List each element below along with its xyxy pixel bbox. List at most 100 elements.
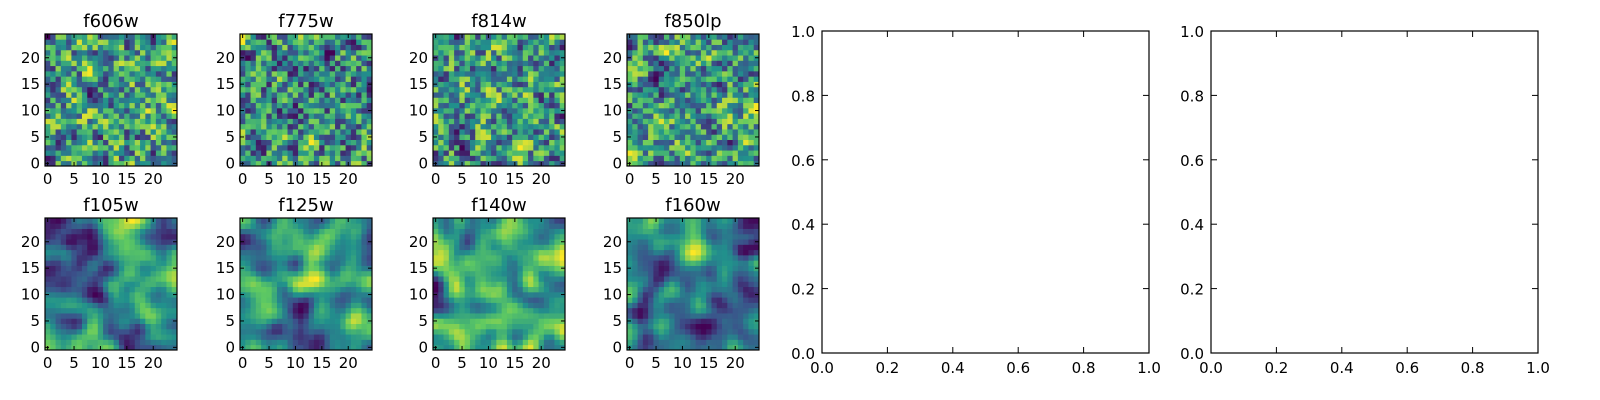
heatmap-cell	[533, 286, 539, 293]
heatmap-cell	[438, 144, 444, 151]
heatmap-cell	[669, 76, 675, 82]
heatmap-cell	[361, 139, 368, 146]
heatmap-cell	[356, 34, 362, 40]
heatmap-cell	[464, 239, 471, 245]
heatmap-cell	[433, 70, 439, 77]
heatmap-cell	[171, 281, 178, 288]
heatmap-cell	[166, 76, 173, 82]
heatmap-cell	[522, 155, 529, 162]
heatmap-cell	[658, 70, 665, 77]
heatmap-cell	[679, 81, 686, 88]
heatmap-cell	[261, 249, 267, 256]
heatmap-cell	[245, 270, 251, 277]
heatmap-cell	[324, 81, 331, 88]
heatmap-cell	[329, 228, 336, 235]
heatmap-cell	[433, 102, 439, 109]
heatmap-cell	[366, 155, 373, 162]
heatmap-cell	[108, 102, 115, 109]
heatmap-cell	[118, 318, 125, 324]
heatmap-cell	[679, 150, 686, 156]
heatmap-cell	[292, 249, 299, 256]
heatmap-cell	[632, 92, 638, 98]
heatmap-cell	[522, 65, 529, 72]
heatmap-cell	[648, 44, 654, 51]
heatmap-cell	[329, 123, 336, 130]
heatmap-cell	[87, 286, 93, 293]
heatmap-cell	[506, 113, 513, 119]
heatmap-cell	[303, 92, 310, 98]
heatmap-cell	[716, 92, 723, 98]
heatmap-cell	[250, 265, 257, 272]
heatmap-cell	[538, 129, 545, 135]
heatmap-cell	[255, 328, 262, 335]
heatmap-cell	[276, 76, 283, 82]
heatmap-cell	[685, 344, 691, 351]
heatmap-cell	[554, 60, 561, 67]
y-tick-label: 15	[21, 75, 40, 93]
heatmap-cell	[663, 286, 670, 293]
heatmap-cell	[475, 323, 481, 330]
heatmap-cell	[674, 144, 681, 151]
heatmap-cell	[87, 107, 93, 114]
heatmap-cell	[485, 139, 492, 146]
heatmap-cell	[559, 34, 566, 40]
heatmap-cell	[255, 55, 262, 61]
heatmap-cell	[538, 113, 545, 119]
heatmap-cell	[464, 270, 471, 277]
heatmap-cell	[298, 39, 304, 45]
heatmap-cell	[748, 328, 755, 335]
heatmap-cell	[356, 313, 362, 319]
heatmap-cell	[559, 65, 566, 72]
heatmap-cell	[103, 276, 109, 282]
heatmap-cell	[298, 49, 304, 56]
heatmap-cell	[71, 60, 78, 67]
heatmap-cell	[475, 107, 481, 114]
heatmap-cell	[50, 60, 56, 67]
heatmap-cell	[469, 160, 476, 167]
heatmap-cell	[71, 270, 78, 277]
heatmap-cell	[663, 160, 670, 167]
heatmap-cell	[129, 313, 136, 319]
heatmap-cell	[706, 323, 712, 330]
heatmap-cell	[76, 344, 83, 351]
y-tick-label: 0	[30, 338, 40, 356]
heatmap-cell	[303, 344, 310, 351]
heatmap-cell	[319, 86, 325, 93]
heatmap-cell	[245, 129, 251, 135]
heatmap-cell	[695, 323, 702, 330]
heatmap-cell	[250, 239, 257, 245]
heatmap-cell	[113, 123, 120, 130]
heatmap-cell	[627, 286, 633, 293]
heatmap-cell	[674, 65, 681, 72]
heatmap-cell	[642, 65, 649, 72]
heatmap-cell	[287, 244, 294, 251]
heatmap-cell	[538, 150, 545, 156]
heatmap-cell	[166, 281, 173, 288]
heatmap-cell	[522, 118, 529, 125]
heatmap-cell	[140, 49, 146, 56]
heatmap-cell	[543, 92, 550, 98]
heatmap-cell	[50, 223, 56, 229]
heatmap-cell	[276, 134, 283, 140]
heatmap-cell	[496, 228, 503, 235]
heatmap-cell	[319, 155, 325, 162]
heatmap-cell	[350, 102, 357, 109]
heatmap-cell	[287, 55, 294, 61]
heatmap-cell	[727, 291, 733, 298]
heatmap-cell	[266, 313, 273, 319]
heatmap-cell	[737, 302, 744, 309]
heatmap-cell	[161, 281, 167, 288]
heatmap-cell	[727, 86, 733, 93]
heatmap-cell	[559, 92, 566, 98]
heatmap-cell	[454, 49, 460, 56]
heatmap-cell	[45, 139, 51, 146]
heatmap-cell	[350, 307, 357, 314]
x-tick-label: 20	[144, 170, 163, 188]
heatmap-cell	[485, 323, 492, 330]
heatmap-cell	[517, 134, 524, 140]
heatmap-cell	[340, 49, 346, 56]
heatmap-cell	[480, 223, 487, 229]
heatmap-cell	[695, 291, 702, 298]
heatmap-cell	[240, 244, 246, 251]
heatmap-cell	[448, 76, 455, 82]
